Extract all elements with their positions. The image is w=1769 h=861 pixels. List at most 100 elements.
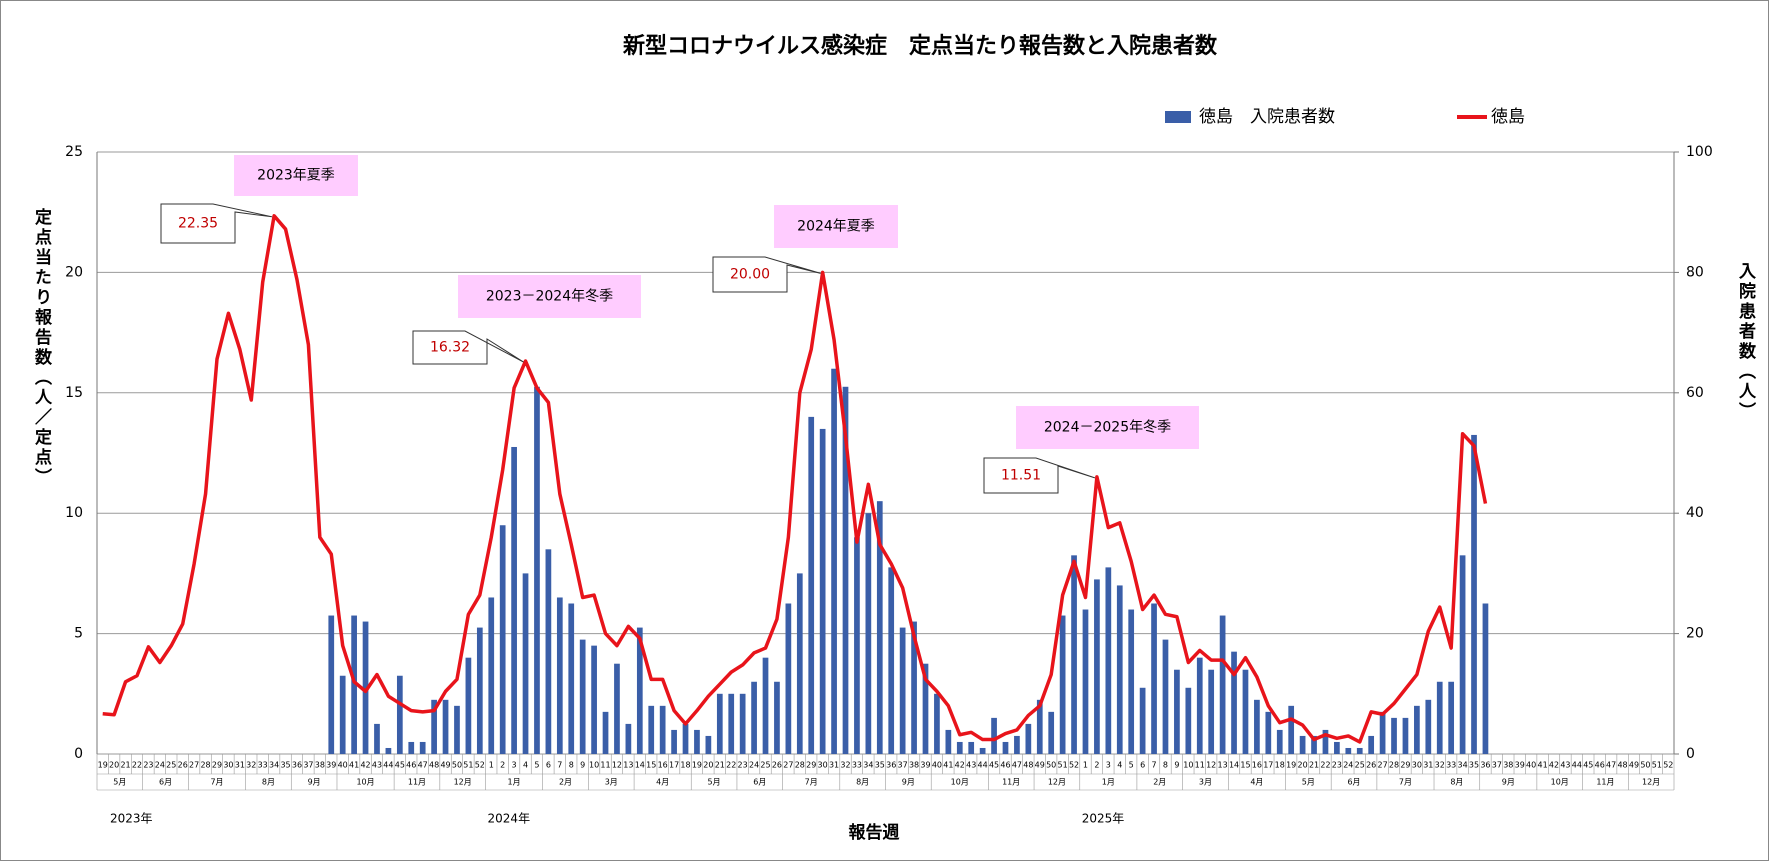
y-tick-label: 0 — [74, 746, 83, 762]
x-tick-label: 10 — [589, 761, 599, 770]
x-tick-label: 2 — [500, 761, 505, 770]
callout-box — [160, 203, 273, 244]
bar — [1322, 729, 1329, 754]
bar — [1471, 434, 1477, 754]
bar — [499, 525, 506, 754]
x-tick-label: 46 — [406, 761, 416, 770]
x-tick-label: 45 — [395, 761, 405, 770]
bar — [819, 428, 826, 754]
x-tick-label: 47 — [418, 761, 428, 770]
x-tick-label: 20 — [109, 761, 119, 770]
bar — [1105, 567, 1112, 754]
month-label: 4月 — [656, 778, 669, 787]
y2-tick-label: 20 — [1686, 626, 1704, 642]
bar — [1482, 603, 1489, 754]
x-tick-label: 28 — [1389, 761, 1399, 770]
x-tick-label: 30 — [223, 761, 233, 770]
x-tick-label: 40 — [932, 761, 942, 770]
month-label: 6月 — [159, 778, 172, 787]
data-label: 22.35 — [178, 216, 218, 232]
bar — [625, 723, 632, 754]
x-tick-label: 30 — [1412, 761, 1422, 770]
bar — [671, 729, 677, 754]
x-tick-label: 11 — [600, 761, 610, 770]
month-label: 7月 — [805, 778, 818, 787]
x-tick-label: 33 — [258, 761, 268, 770]
bar — [1254, 699, 1260, 754]
bar — [694, 729, 700, 754]
x-tick-label: 1 — [489, 761, 494, 770]
bar — [1311, 735, 1317, 754]
legend-swatch — [1165, 111, 1191, 123]
x-tick-label: 28 — [200, 761, 210, 770]
x-tick-label: 5 — [534, 761, 539, 770]
y2-tick-label: 0 — [1686, 746, 1695, 762]
bar — [476, 627, 483, 754]
bar — [705, 735, 712, 754]
x-tick-label: 33 — [852, 761, 862, 770]
x-tick-label: 37 — [898, 761, 908, 770]
bar — [1334, 741, 1340, 754]
bar — [1059, 615, 1066, 754]
bar — [751, 681, 757, 754]
x-tick-label: 29 — [806, 761, 816, 770]
month-label: 12月 — [1048, 778, 1066, 787]
x-tick-label: 29 — [1400, 761, 1410, 770]
month-label: 8月 — [856, 778, 869, 787]
month-label: 2月 — [1153, 778, 1166, 787]
y-tick-label: 10 — [65, 505, 83, 521]
x-tick-label: 41 — [1537, 761, 1547, 770]
bar — [511, 446, 517, 754]
x-tick-label: 49 — [1035, 761, 1045, 770]
x-tick-label: 46 — [1000, 761, 1010, 770]
bar — [728, 693, 735, 754]
month-label: 1月 — [508, 778, 521, 787]
x-tick-label: 26 — [1366, 761, 1376, 770]
legend-label: 徳島 — [1491, 107, 1525, 127]
bar — [1196, 657, 1203, 754]
x-tick-label: 12 — [612, 761, 622, 770]
bar — [796, 573, 803, 754]
bar — [534, 386, 540, 754]
month-label: 9月 — [1502, 778, 1515, 787]
bar — [762, 657, 769, 754]
x-tick-label: 34 — [1457, 761, 1467, 770]
bar — [831, 368, 837, 754]
month-label: 11月 — [1002, 778, 1020, 787]
season-box — [1016, 406, 1199, 449]
y2-axis-title: 入院患者数（人） — [1735, 262, 1757, 422]
bar — [408, 741, 415, 754]
x-tick-label: 35 — [875, 761, 885, 770]
x-tick-label: 41 — [943, 761, 953, 770]
x-tick-label: 16 — [658, 761, 668, 770]
bar — [842, 386, 849, 754]
x-tick-label: 13 — [1218, 761, 1228, 770]
x-tick-label: 23 — [143, 761, 153, 770]
bar — [854, 537, 860, 754]
bar — [922, 663, 929, 754]
bar — [1162, 639, 1169, 754]
month-label: 10月 — [1551, 778, 1569, 787]
x-tick-label: 19 — [1286, 761, 1296, 770]
month-label: 12月 — [454, 778, 472, 787]
x-tick-label: 45 — [989, 761, 999, 770]
x-tick-label: 31 — [235, 761, 245, 770]
x-tick-label: 31 — [829, 761, 839, 770]
bar — [1139, 687, 1146, 754]
season-label: 2024年夏季 — [797, 219, 875, 235]
x-tick-label: 20 — [1298, 761, 1308, 770]
x-tick-label: 15 — [1240, 761, 1250, 770]
callout-box — [712, 256, 821, 293]
x-tick-label: 43 — [1560, 761, 1570, 770]
x-tick-label: 49 — [1629, 761, 1639, 770]
callout-box — [983, 457, 1096, 494]
bar — [1208, 669, 1215, 754]
x-tick-label: 39 — [920, 761, 930, 770]
x-tick-label: 51 — [463, 761, 473, 770]
x-tick-label: 22 — [132, 761, 142, 770]
x-tick-label: 22 — [1320, 761, 1330, 770]
season-box — [458, 275, 641, 318]
bar — [579, 639, 586, 754]
x-tick-label: 47 — [1012, 761, 1022, 770]
